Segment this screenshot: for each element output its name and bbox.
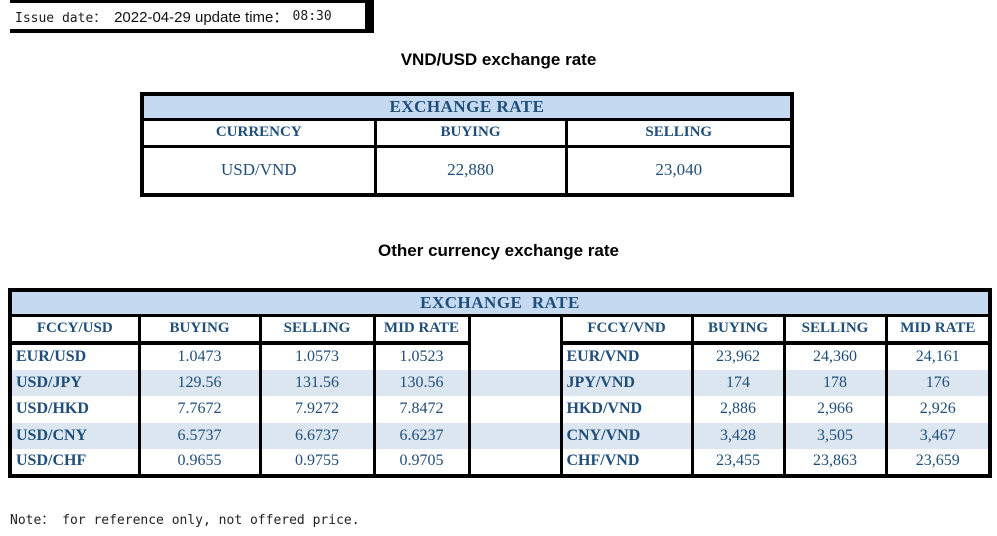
selling-value: 23,863 bbox=[782, 449, 888, 476]
pair-label: JPY/VND bbox=[559, 369, 694, 396]
header-midrate-right: MID RATE bbox=[884, 313, 992, 345]
header-buying: BUYING bbox=[373, 117, 568, 148]
selling-value: 3,505 bbox=[782, 422, 888, 449]
selling-value: 2,966 bbox=[782, 396, 888, 423]
selling-value: 6.6737 bbox=[258, 422, 376, 449]
selling-value: 1.0573 bbox=[258, 343, 376, 370]
header-selling-right: SELLING bbox=[782, 313, 888, 345]
selling-value: 7.9272 bbox=[258, 396, 376, 423]
table-row-chf: USD/CHF 0.9655 0.9755 0.9705 CHF/VND 23,… bbox=[8, 449, 992, 476]
midrate-value: 1.0523 bbox=[372, 343, 471, 370]
header-selling: SELLING bbox=[564, 117, 794, 148]
issue-date-label: Issue date： bbox=[15, 10, 115, 26]
buying-value: 6.5737 bbox=[137, 422, 262, 449]
buying-value: 7.7672 bbox=[137, 396, 262, 423]
pair-label: USD/CHF bbox=[8, 449, 141, 476]
vnd-usd-section-title: VND/USD exchange rate bbox=[400, 50, 597, 69]
pair-label: USD/HKD bbox=[8, 396, 141, 423]
header-fccy-usd: FCCY/USD bbox=[8, 313, 141, 345]
spacer-cell bbox=[467, 369, 563, 396]
pair-label: EUR/VND bbox=[559, 343, 694, 370]
cell-currency-pair: USD/VND bbox=[140, 144, 377, 197]
header-currency: CURRENCY bbox=[140, 117, 377, 148]
cell-buying-rate: 22,880 bbox=[373, 144, 568, 197]
header-selling-left: SELLING bbox=[258, 313, 376, 345]
buying-value: 23,962 bbox=[690, 343, 786, 370]
table2-header-row: FCCY/USD BUYING SELLING MID RATE FCCY/VN… bbox=[8, 313, 992, 345]
issue-datetime-value: 2022-04-29 update time： bbox=[114, 8, 293, 26]
buying-value: 1.0473 bbox=[137, 343, 262, 370]
selling-value: 131.56 bbox=[258, 369, 376, 396]
pair-label: HKD/VND bbox=[559, 396, 694, 423]
midrate-value: 3,467 bbox=[884, 422, 992, 449]
table-row-jpy: USD/JPY 129.56 131.56 130.56 JPY/VND 174… bbox=[8, 369, 992, 396]
selling-value: 0.9755 bbox=[258, 449, 376, 476]
header-buying-left: BUYING bbox=[137, 313, 262, 345]
midrate-value: 0.9705 bbox=[372, 449, 471, 476]
selling-value: 24,360 bbox=[782, 343, 888, 370]
buying-value: 2,886 bbox=[690, 396, 786, 423]
pair-label: EUR/USD bbox=[8, 343, 141, 370]
spacer-cell bbox=[467, 396, 563, 423]
other-currency-section-title: Other currency exchange rate bbox=[378, 241, 619, 260]
header-fccy-vnd: FCCY/VND bbox=[559, 313, 694, 345]
buying-value: 129.56 bbox=[137, 369, 262, 396]
midrate-value: 23,659 bbox=[884, 449, 992, 476]
header-buying-right: BUYING bbox=[690, 313, 786, 345]
spacer-cell bbox=[467, 315, 563, 343]
selling-value: 178 bbox=[782, 369, 888, 396]
other-currency-rate-table: EXCHANGE RATE FCCY/USD BUYING SELLING MI… bbox=[8, 288, 993, 478]
spacer-cell bbox=[467, 343, 563, 370]
table-row-hkd: USD/HKD 7.7672 7.9272 7.8472 HKD/VND 2,8… bbox=[8, 396, 992, 423]
pair-label: USD/JPY bbox=[8, 369, 141, 396]
spacer-cell bbox=[467, 449, 563, 476]
buying-value: 3,428 bbox=[690, 422, 786, 449]
buying-value: 23,455 bbox=[690, 449, 786, 476]
table1-banner-row: EXCHANGE RATE bbox=[142, 94, 792, 121]
table2-exchange-rate-banner: EXCHANGE RATE bbox=[10, 290, 991, 317]
table1-header-row: CURRENCY BUYING SELLING bbox=[140, 117, 794, 148]
midrate-value: 2,926 bbox=[884, 396, 992, 423]
pair-label: CNY/VND bbox=[559, 422, 694, 449]
table1-exchange-rate-banner: EXCHANGE RATE bbox=[142, 94, 792, 121]
usd-vnd-rate-table: EXCHANGE RATE CURRENCY BUYING SELLING US… bbox=[140, 92, 794, 197]
midrate-value: 176 bbox=[884, 369, 992, 396]
pair-label: CHF/VND bbox=[559, 449, 694, 476]
midrate-value: 6.6237 bbox=[372, 422, 471, 449]
table-row-eur: EUR/USD 1.0473 1.0573 1.0523 EUR/VND 23,… bbox=[8, 343, 992, 370]
issue-date-box: Issue date： 2022-04-29 update time： 08:3… bbox=[10, 0, 374, 33]
midrate-value: 24,161 bbox=[884, 343, 992, 370]
spacer-cell bbox=[467, 422, 563, 449]
update-time-value: 08:30 bbox=[292, 8, 332, 24]
table1-data-row: USD/VND 22,880 23,040 bbox=[140, 144, 794, 197]
cell-selling-rate: 23,040 bbox=[564, 144, 794, 197]
table-row-cny: USD/CNY 6.5737 6.6737 6.6237 CNY/VND 3,4… bbox=[8, 422, 992, 449]
header-midrate-left: MID RATE bbox=[372, 313, 471, 345]
buying-value: 0.9655 bbox=[137, 449, 262, 476]
buying-value: 174 bbox=[690, 369, 786, 396]
midrate-value: 130.56 bbox=[372, 369, 471, 396]
table2-banner-row: EXCHANGE RATE bbox=[10, 290, 991, 317]
pair-label: USD/CNY bbox=[8, 422, 141, 449]
footer-note: Note： for reference only, not offered pr… bbox=[10, 513, 360, 528]
midrate-value: 7.8472 bbox=[372, 396, 471, 423]
